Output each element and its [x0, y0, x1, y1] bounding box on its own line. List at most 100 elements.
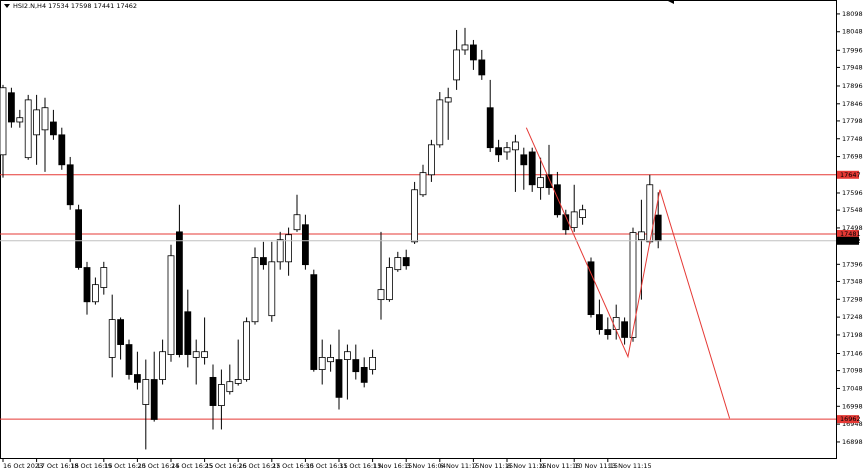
x-tick-label: 19 Oct 16:15	[104, 462, 146, 470]
chart-title: HSI2.N,H4 17534 17598 17441 17462	[13, 2, 137, 10]
price-label: 17462	[840, 237, 861, 245]
candle-body	[285, 234, 293, 263]
candle-body	[92, 284, 99, 303]
x-tick-label: 31 Oct 16:15	[339, 462, 381, 470]
candle-body	[75, 209, 82, 268]
y-tick-label: 17798	[842, 117, 863, 125]
candle-body	[453, 49, 461, 81]
candle-body	[520, 154, 528, 166]
candle-body	[318, 357, 326, 370]
plot-frame	[0, 0, 837, 459]
candle-body	[226, 381, 234, 393]
y-tick-label: 17698	[842, 153, 863, 161]
candle-body	[444, 97, 452, 103]
candle-body	[217, 384, 225, 406]
y-tick-label: 17498	[842, 224, 863, 232]
candle-body	[612, 317, 620, 330]
level-label-bg	[837, 229, 859, 238]
x-tick-label: 25 Oct 16:15	[205, 462, 247, 470]
candle-body	[268, 261, 276, 317]
candle-body	[159, 351, 167, 380]
x-tick-label: 30 Oct 16:15	[305, 462, 347, 470]
candle-body	[394, 257, 402, 271]
y-tick-label: 17896	[842, 82, 863, 90]
candle-body	[100, 267, 108, 288]
y-tick-label: 17948	[842, 63, 863, 71]
y-tick-label: 17198	[842, 331, 863, 339]
candle-body	[486, 107, 494, 149]
candle-body	[537, 177, 544, 189]
candle-body	[335, 359, 343, 398]
candle-body	[175, 231, 183, 355]
candle-body	[629, 232, 637, 338]
candle-body	[142, 379, 150, 405]
candle-body	[83, 267, 91, 303]
x-tick-label: 17 Oct 16:15	[37, 462, 79, 470]
candle-body	[201, 351, 209, 358]
candle-body	[150, 379, 158, 420]
level-label: 17481	[840, 230, 861, 238]
x-tick-label: 8 Nov 11:15	[507, 462, 547, 470]
x-tick-label: 13 Nov 11:15	[608, 462, 652, 470]
candle-body	[293, 214, 301, 231]
candle-body	[58, 134, 66, 166]
candle-body	[66, 164, 74, 206]
y-tick-label: 16898	[842, 438, 863, 446]
y-tick-label: 17146	[842, 349, 863, 357]
candle-body	[579, 209, 586, 218]
y-tick-label: 17996	[842, 46, 863, 54]
x-tick-label: 26 Oct 16:15	[238, 462, 280, 470]
candle-body	[377, 289, 385, 301]
level-label-bg	[837, 170, 859, 179]
candle-body	[512, 141, 519, 151]
candle-body	[419, 172, 427, 196]
x-tick-label: 7 Nov 11:15	[473, 462, 513, 470]
candle-body	[469, 44, 477, 61]
trend-line	[525, 127, 731, 419]
y-tick-label: 17748	[842, 135, 863, 143]
candle-body	[108, 319, 116, 358]
candle-body	[243, 321, 251, 380]
y-tick-label: 17248	[842, 313, 863, 321]
candle-body	[638, 231, 645, 241]
x-tick-label: 9 Nov 11:15	[541, 462, 581, 470]
x-tick-label: 24 Oct 16:15	[171, 462, 213, 470]
y-tick-label: 17298	[842, 295, 863, 303]
candle-body	[352, 359, 360, 373]
candle-body	[360, 366, 368, 383]
candle-body	[7, 92, 15, 123]
candle-body	[554, 184, 561, 216]
candle-body	[587, 261, 595, 316]
candle-body	[133, 374, 141, 383]
candle-body	[234, 379, 242, 384]
candle-body	[570, 211, 578, 228]
y-tick-label: 17548	[842, 206, 863, 214]
candle-body	[528, 151, 536, 186]
x-tick-label: 20 Oct 16:15	[137, 462, 179, 470]
x-tick-label: 18 Oct 16:15	[70, 462, 112, 470]
candle-body	[621, 321, 628, 338]
candle-body	[343, 351, 351, 360]
level-label-bg	[837, 415, 859, 424]
candle-body	[436, 99, 444, 146]
candle-body	[495, 147, 503, 156]
candle-body	[41, 107, 49, 131]
level-label: 16962	[840, 415, 861, 423]
x-tick-label: 1 Nov 16:15	[373, 462, 413, 470]
y-tick-label: 16998	[842, 402, 863, 410]
candle-body	[0, 87, 7, 156]
candle-body	[402, 257, 410, 267]
y-tick-label: 17048	[842, 384, 863, 392]
candle-body	[16, 117, 24, 123]
menu-icon[interactable]	[4, 4, 10, 8]
candle-body	[192, 351, 200, 358]
candle-body	[301, 224, 309, 266]
y-tick-label: 17596	[842, 189, 863, 197]
shift-marker	[668, 1, 674, 4]
candle-body	[385, 267, 393, 301]
candle-body	[604, 329, 612, 335]
y-tick-label: 17348	[842, 277, 863, 285]
candle-body	[117, 319, 124, 345]
candle-body	[310, 274, 318, 370]
